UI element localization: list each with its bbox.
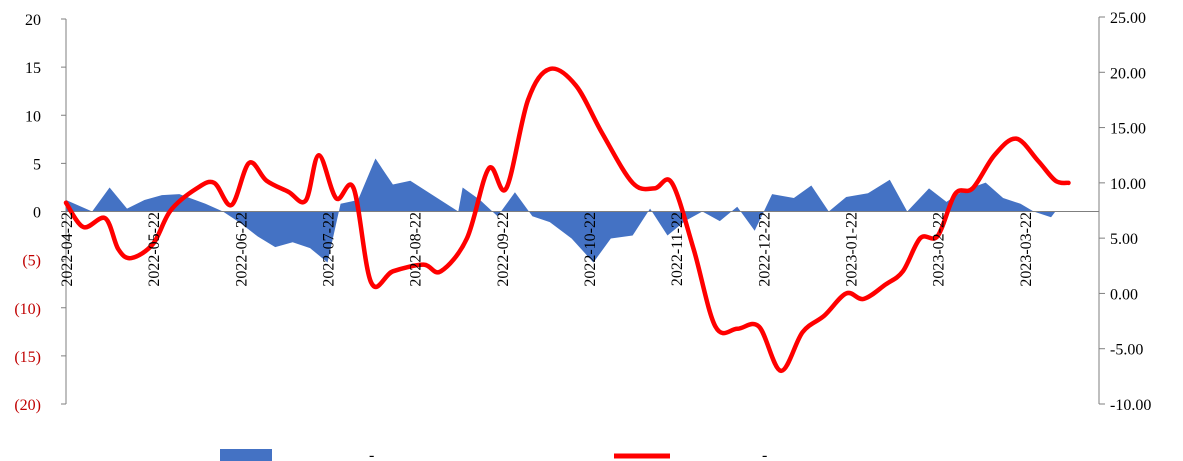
x-axis-tick-label: 2022-12-22 [756, 212, 773, 287]
left-axis-tick-label: (15) [14, 349, 41, 366]
x-axis-tick-label: 2022-10-22 [582, 212, 599, 287]
legend-item-line: - [614, 447, 767, 461]
right-axis-tick-label: 5.00 [1110, 231, 1138, 248]
x-axis-tick-label: 2022-07-22 [321, 212, 338, 287]
x-axis-tick-label: 2022-11-22 [669, 212, 686, 286]
x-axis-tick-label: 2022-09-22 [495, 212, 512, 287]
left-axis-tick-label: 0 [33, 205, 41, 222]
area-series [66, 158, 1056, 263]
axes-layer: 20 15 10 5 0 (5) (10) (15) (20) 25.00 20.00 15.00 10… [14, 10, 1151, 414]
legend-item-area: - [220, 447, 374, 461]
left-axis-tick-label: 15 [25, 60, 41, 77]
left-axis-tick-label: (5) [22, 253, 41, 270]
area-series-layer [66, 158, 1056, 263]
legend-area-swatch [220, 449, 272, 461]
left-axis-tick-label: (20) [14, 397, 41, 414]
right-axis-tick-label: -10.00 [1110, 397, 1151, 414]
right-axis-tick-label: 25.00 [1110, 10, 1146, 27]
legend-line-label: - [762, 447, 767, 461]
x-axis-tick-label: 2023-01-22 [844, 212, 861, 287]
right-axis-tick-label: 10.00 [1110, 176, 1146, 193]
right-axis-tick-label: 0.00 [1110, 286, 1138, 303]
left-axis-tick-label: (10) [14, 301, 41, 318]
left-axis-tick-label: 10 [25, 108, 41, 125]
left-axis-tick-label: 20 [25, 12, 41, 29]
x-axis-tick-label: 2022-04-22 [59, 212, 76, 287]
x-axis-tick-label: 2022-08-22 [408, 212, 425, 287]
legend-area-label: - [369, 447, 374, 461]
x-tick-labels: 2022-04-22 2022-05-22 2022-06-22 2022-07-22… [59, 212, 1035, 287]
left-axis-tick-label: 5 [33, 156, 41, 173]
right-axis-tick-label: -5.00 [1110, 342, 1143, 359]
legend: -- [220, 447, 767, 461]
right-axis-tick-label: 15.00 [1110, 121, 1146, 138]
line-series-layer [63, 66, 1071, 374]
x-axis-tick-label: 2023-02-22 [931, 212, 948, 287]
line-series [63, 66, 1071, 374]
x-axis-tick-label: 2023-03-22 [1018, 212, 1035, 287]
x-axis-tick-label: 2022-06-22 [233, 212, 250, 287]
x-axis-tick-label: 2022-05-22 [146, 212, 163, 287]
right-axis-tick-label: 20.00 [1110, 65, 1146, 82]
